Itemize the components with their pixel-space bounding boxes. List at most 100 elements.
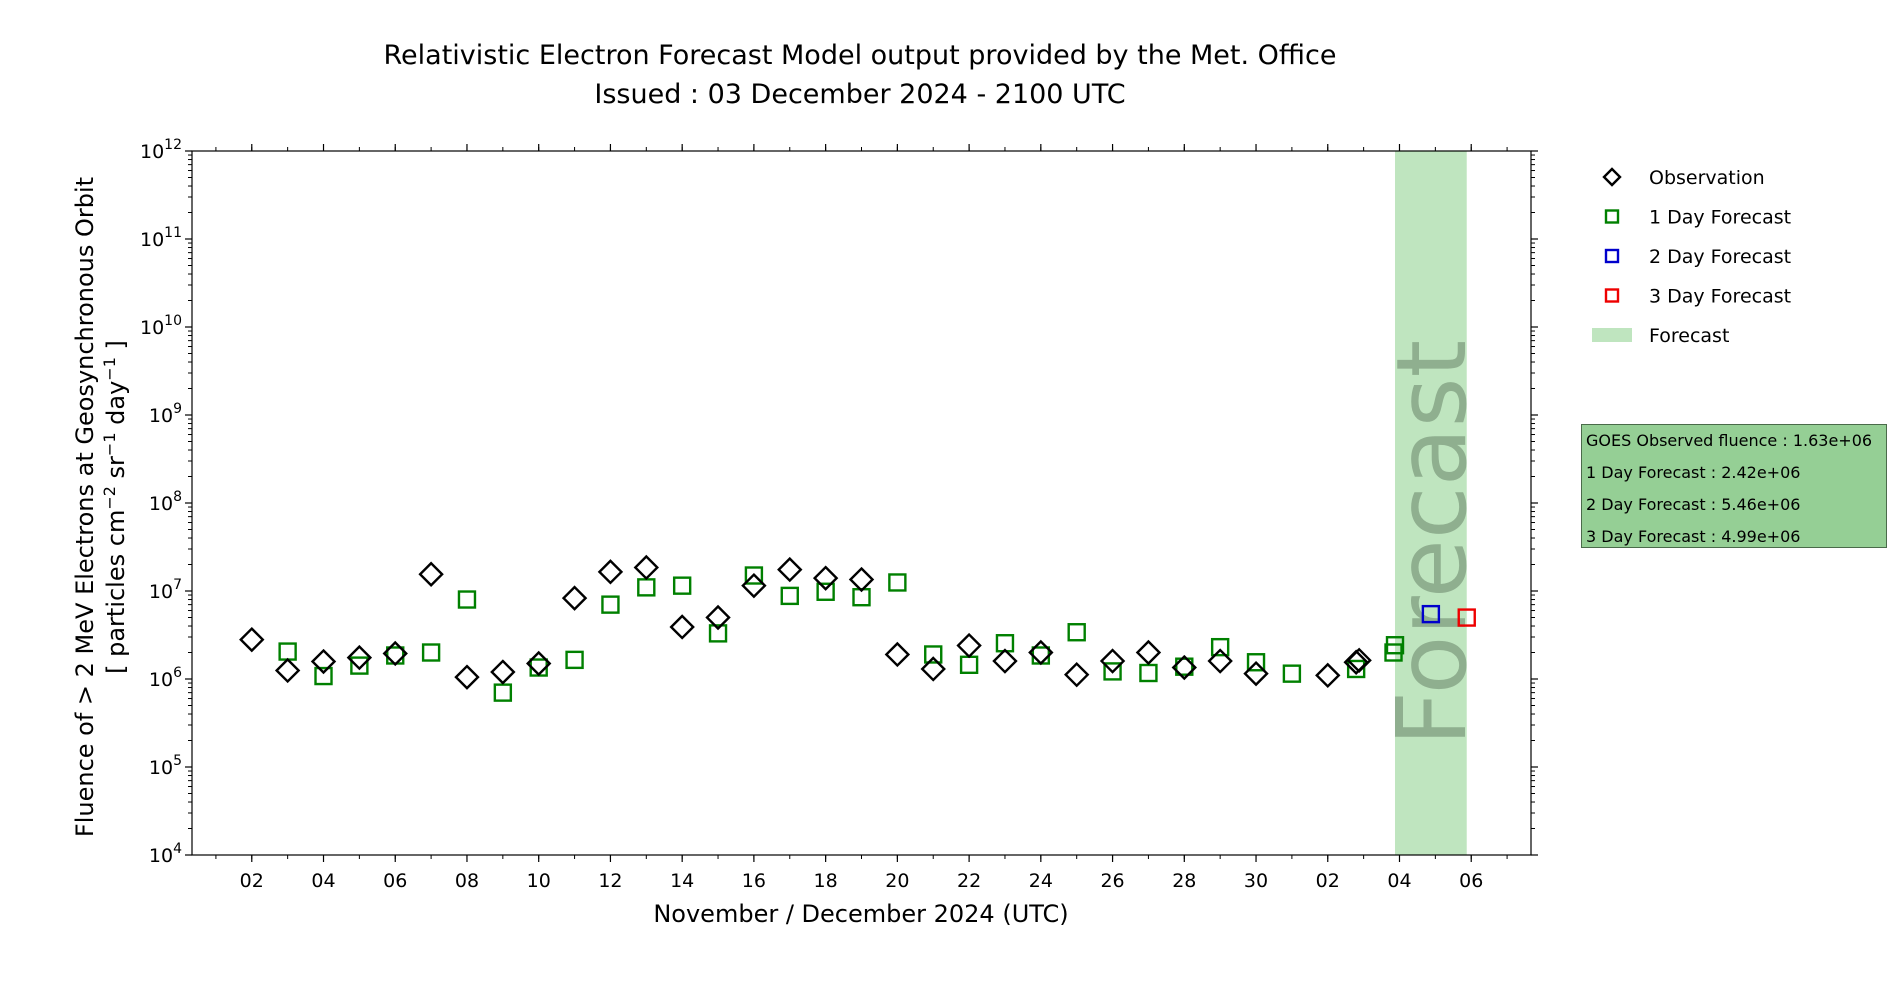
summary-3day-line: 3 Day Forecast : 4.99e+06: [1586, 527, 1801, 546]
observation-point: [848, 566, 875, 593]
observation-point: [1207, 648, 1233, 674]
observation-point: [310, 648, 337, 675]
forecast-point: [1385, 636, 1405, 655]
y-tick-label: 108: [149, 489, 182, 515]
forecast-point: [959, 655, 979, 674]
forecast-point: [1103, 662, 1122, 681]
observation-point: [1099, 648, 1126, 674]
legend: Observation 1 Day Forecast 2 Day Forecast 3…: [1592, 167, 1791, 347]
observation-point: [382, 640, 408, 667]
observation-point: [1243, 660, 1269, 687]
data-series: [239, 554, 1476, 702]
observation-point: [561, 585, 588, 611]
x-tick-label: 06: [383, 870, 407, 892]
series-2-day-forecast: [1421, 604, 1441, 624]
y-tick-exponent: 7: [173, 577, 182, 593]
observation-point: [1346, 647, 1372, 674]
y-tick-exponent: 5: [173, 753, 182, 769]
legend-label: Observation: [1649, 167, 1765, 189]
x-tick-label: 24: [1029, 870, 1053, 892]
y-label-part: day: [102, 381, 130, 433]
y-tick-base: 10: [140, 141, 164, 163]
observation-point: [920, 656, 946, 682]
forecast-point: [457, 590, 477, 609]
forecast-watermark-label: Forecast: [1376, 340, 1488, 746]
forecast-point: [780, 586, 799, 606]
x-tick-label: 06: [1459, 870, 1483, 892]
forecast-point: [1210, 637, 1230, 657]
forecast-point: [888, 573, 907, 592]
y-tick-label: 1011: [140, 225, 182, 251]
x-tick-label: 04: [1387, 870, 1411, 892]
legend-marker: [1604, 209, 1620, 224]
forecast-point: [601, 595, 620, 614]
y-label-exp: −2: [100, 486, 119, 510]
forecast-point: [744, 566, 764, 585]
forecast-region-layer: Forecast: [1376, 151, 1488, 855]
legend-marker: [1602, 167, 1622, 187]
x-tick-label: 14: [670, 870, 694, 892]
forecast-point: [1346, 659, 1366, 679]
observation-point: [597, 559, 624, 585]
observation-point: [1315, 662, 1341, 689]
observation-point: [526, 650, 552, 677]
forecast-point: [1282, 664, 1302, 683]
x-axis-label: November / December 2024 (UTC): [653, 900, 1068, 928]
x-tick-label: 20: [885, 870, 909, 892]
forecast-point: [1457, 608, 1476, 627]
observation-point: [454, 664, 480, 690]
forecast-region-band: [1395, 151, 1467, 855]
chart-title-line-2: Issued : 03 December 2024 - 2100 UTC: [594, 79, 1125, 110]
y-tick-label: 106: [149, 665, 182, 691]
plot-frame: [191, 150, 1532, 856]
y-tick-base: 10: [140, 229, 164, 251]
summary-2day-line: 2 Day Forecast : 5.46e+06: [1586, 495, 1801, 514]
y-label-part: [ particles cm: [102, 510, 130, 674]
legend-marker: [1604, 248, 1620, 264]
x-tick-label: 04: [311, 870, 335, 892]
y-axis-label-line-1: Fluence of > 2 MeV Electrons at Geosynch…: [71, 177, 99, 837]
forecast-point: [350, 656, 369, 675]
forecast-point: [278, 642, 297, 661]
y-axis-label: Fluence of > 2 MeV Electrons at Geosynch…: [71, 177, 130, 837]
x-tick-label: 16: [742, 870, 766, 892]
observation-point: [1063, 661, 1090, 688]
forecast-point: [924, 645, 943, 664]
forecast-point: [1421, 604, 1441, 624]
observation-point: [956, 632, 982, 659]
x-tick-label: 12: [598, 870, 622, 892]
forecast-point: [314, 666, 333, 686]
observation-point: [812, 565, 839, 591]
minor-ticks: [188, 147, 1535, 859]
y-tick-label: 109: [149, 401, 182, 427]
y-tick-base: 10: [149, 493, 173, 515]
x-tick-label: 22: [957, 870, 981, 892]
y-label-exp: −1: [100, 357, 119, 381]
x-tick-label: 02: [1316, 870, 1340, 892]
observation-point: [1171, 654, 1197, 681]
forecast-point: [1175, 657, 1194, 676]
summary-observed-line: GOES Observed fluence : 1.63e+06: [1586, 431, 1873, 450]
y-tick-label: 1012: [140, 137, 182, 163]
x-tick-label: 08: [455, 870, 479, 892]
observation-point: [418, 561, 444, 587]
y-tick-base: 10: [149, 669, 173, 691]
y-tick-exponent: 11: [164, 225, 182, 241]
x-tick-label: 28: [1172, 870, 1196, 892]
y-tick-label: 105: [149, 753, 182, 779]
legend-label: 3 Day Forecast: [1649, 286, 1791, 308]
y-tick-base: 10: [140, 317, 164, 339]
y-axis-label-line-2: [ particles cm−2 sr−1 day−1 ]: [100, 340, 130, 674]
legend-label: 2 Day Forecast: [1649, 246, 1791, 268]
observation-point: [274, 657, 301, 684]
forecast-point: [708, 624, 728, 643]
y-tick-exponent: 4: [173, 841, 182, 857]
forecast-point: [421, 643, 441, 662]
y-label-exp: −1: [100, 432, 119, 456]
y-tick-exponent: 8: [173, 489, 182, 505]
observation-point: [346, 644, 373, 671]
observation-point: [741, 572, 767, 599]
chart-title-line-1: Relativistic Electron Forecast Model out…: [384, 40, 1337, 71]
x-tick-label: 26: [1100, 870, 1124, 892]
